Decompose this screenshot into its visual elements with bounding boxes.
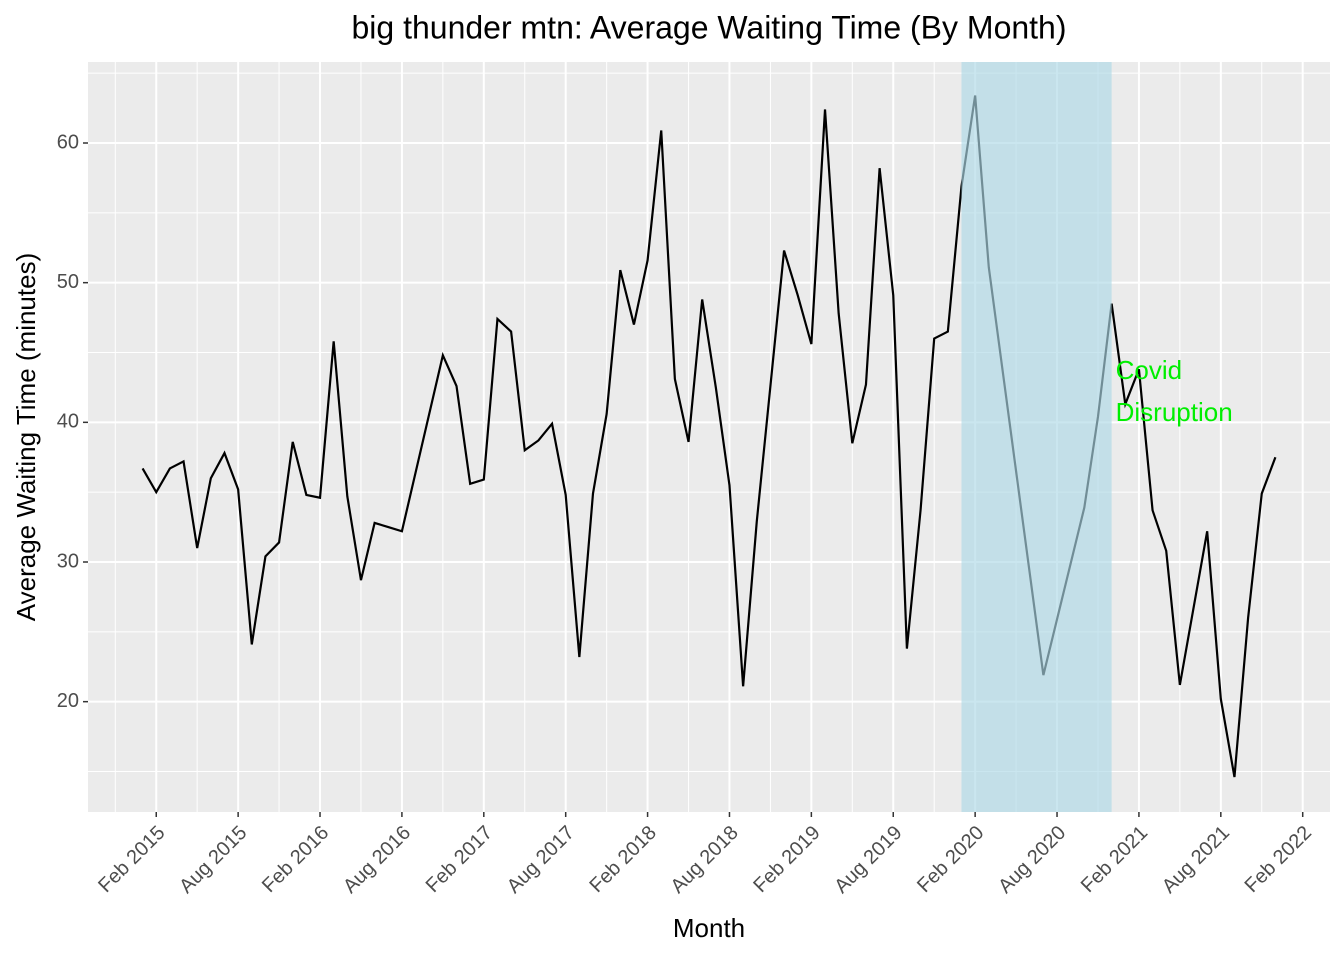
x-tick-label: Feb 2020 [913, 822, 988, 897]
annotation: Disruption [1116, 397, 1233, 427]
y-tick-label: 20 [57, 690, 79, 712]
x-tick-label: Aug 2015 [175, 822, 251, 898]
x-tick-label: Feb 2015 [94, 822, 169, 897]
x-tick-label: Feb 2016 [258, 822, 333, 897]
y-tick-label: 30 [57, 550, 79, 572]
x-tick-label: Aug 2020 [994, 822, 1070, 898]
x-axis-label: Month [673, 913, 745, 943]
y-tick-label: 50 [57, 271, 79, 293]
y-tick-label: 60 [57, 131, 79, 153]
y-tick-label: 40 [57, 411, 79, 433]
x-tick-label: Aug 2019 [830, 822, 906, 898]
x-tick-label: Aug 2016 [339, 822, 415, 898]
x-tick-label: Feb 2019 [749, 822, 824, 897]
x-tick-label: Feb 2017 [422, 822, 497, 897]
plot-background [88, 62, 1330, 812]
y-axis-label: Average Waiting Time (minutes) [11, 253, 41, 621]
x-tick-label: Aug 2021 [1158, 822, 1234, 898]
x-tick-label: Feb 2018 [586, 822, 661, 897]
chart-title: big thunder mtn: Average Waiting Time (B… [352, 9, 1067, 45]
annotation: Covid [1116, 355, 1182, 385]
x-tick-label: Feb 2022 [1241, 822, 1316, 897]
x-tick-label: Feb 2021 [1077, 822, 1152, 897]
x-tick-label: Aug 2018 [667, 822, 743, 898]
x-tick-label: Aug 2017 [503, 822, 579, 898]
shaded-region [961, 62, 1112, 812]
